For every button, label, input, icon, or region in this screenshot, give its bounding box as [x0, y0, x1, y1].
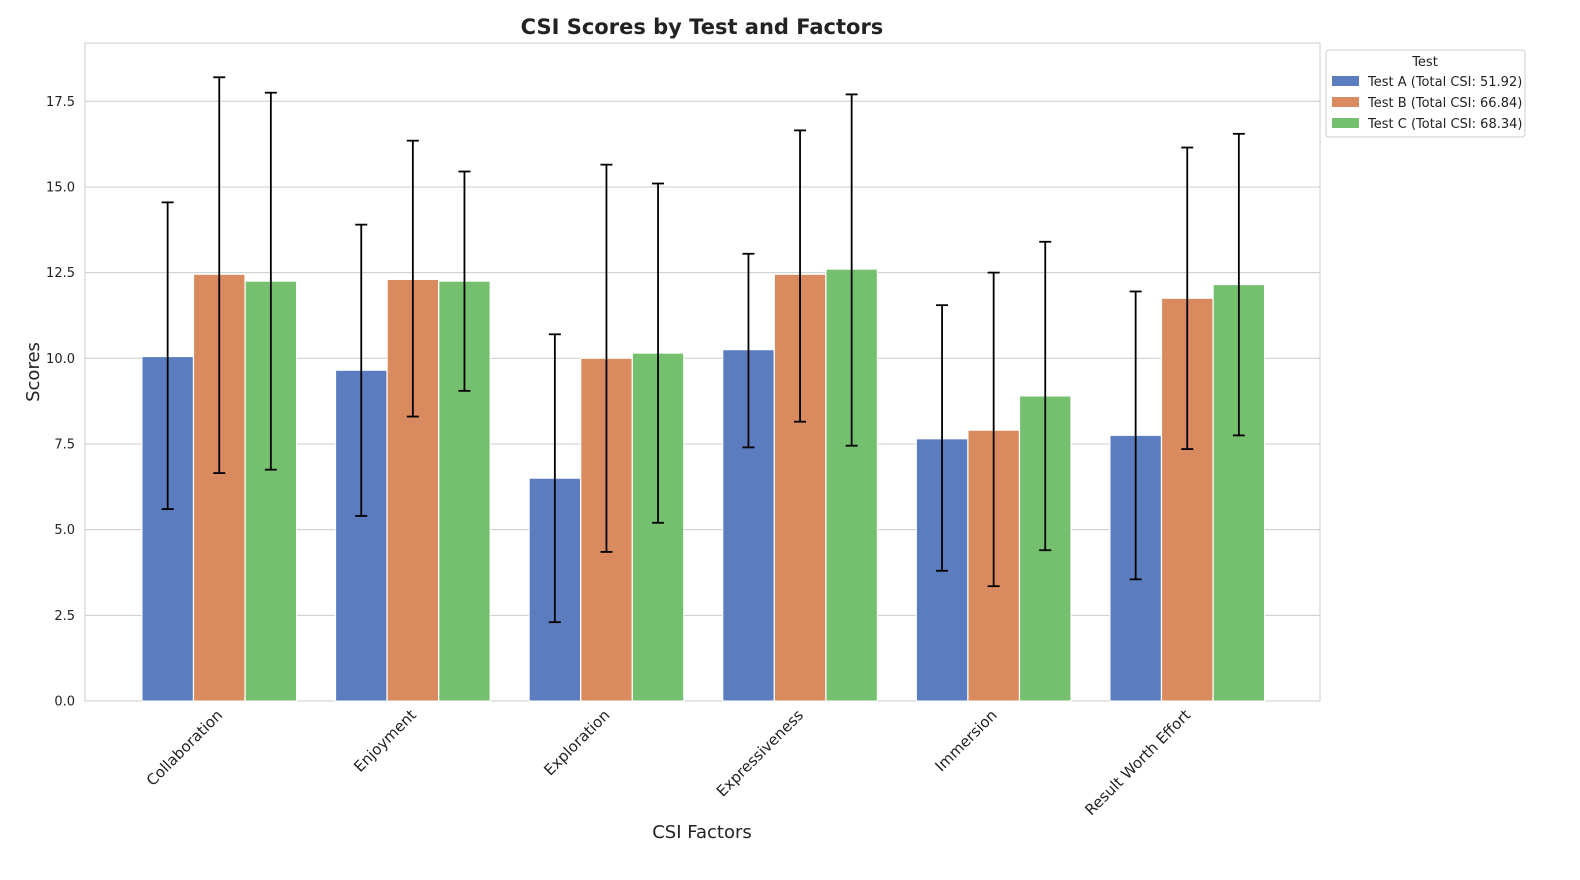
legend-item: Test A (Total CSI: 51.92) [1332, 75, 1522, 90]
error-bar [1039, 240, 1052, 552]
y-axis-ticks: 0.0 2.5 5.0 7.5 10.0 12.5 15.0 17.5 [46, 95, 75, 710]
x-tick-label: Enjoyment [350, 706, 420, 776]
error-bar [600, 163, 613, 553]
error-bar [936, 304, 949, 572]
legend-label: Test C (Total CSI: 68.34) [1367, 117, 1522, 132]
error-bar [652, 182, 665, 524]
legend-swatch [1332, 118, 1359, 128]
x-tick-label: Expressiveness [713, 706, 807, 800]
y-tick-label: 5.0 [54, 523, 75, 538]
legend-items: Test A (Total CSI: 51.92) Test B (Total C… [1332, 75, 1522, 132]
x-tick-label: Collaboration [143, 706, 226, 789]
y-tick-label: 7.5 [54, 437, 75, 452]
error-bar [161, 201, 174, 510]
legend-title: Test [1411, 55, 1438, 70]
chart-title: CSI Scores by Test and Factors [521, 15, 884, 39]
y-axis-label: Scores [23, 342, 44, 402]
error-bar [355, 223, 368, 517]
legend-swatch [1332, 97, 1359, 107]
y-tick-label: 17.5 [46, 95, 75, 110]
bar [141, 356, 194, 702]
error-bar [1181, 146, 1194, 451]
y-tick-label: 0.0 [54, 695, 75, 710]
y-tick-label: 2.5 [54, 609, 75, 624]
x-tick-label: Result Worth Effort [1081, 706, 1194, 819]
error-bar [1232, 132, 1245, 437]
x-axis-ticks: Collaboration Enjoyment Exploration Express… [143, 706, 1194, 819]
error-bar [458, 170, 471, 392]
legend-box [1325, 49, 1526, 138]
plot-frame [84, 42, 1321, 702]
error-bar [987, 271, 1000, 588]
x-tick-label: Immersion [932, 706, 1001, 775]
legend-item: Test C (Total CSI: 68.34) [1332, 117, 1522, 132]
legend: Test Test A (Total CSI: 51.92) Test B (To… [1325, 49, 1526, 138]
x-tick-label: Exploration [540, 706, 613, 779]
error-bar [406, 139, 419, 418]
error-bar [548, 333, 561, 624]
error-bar [794, 129, 807, 423]
error-bar [264, 91, 277, 471]
error-bars [161, 76, 1245, 624]
legend-swatch [1332, 76, 1359, 86]
y-tick-label: 10.0 [46, 352, 75, 367]
legend-label: Test B (Total CSI: 66.84) [1367, 96, 1522, 111]
y-tick-label: 15.0 [46, 180, 75, 195]
legend-label: Test A (Total CSI: 51.92) [1367, 75, 1522, 90]
error-bar [742, 252, 755, 449]
error-bar [213, 76, 226, 474]
bars [141, 268, 1265, 702]
legend-item: Test B (Total CSI: 66.84) [1332, 96, 1522, 111]
y-tick-label: 12.5 [46, 266, 75, 281]
error-bar [1129, 290, 1142, 581]
error-bar [845, 93, 858, 447]
x-axis-label: CSI Factors [652, 822, 752, 843]
